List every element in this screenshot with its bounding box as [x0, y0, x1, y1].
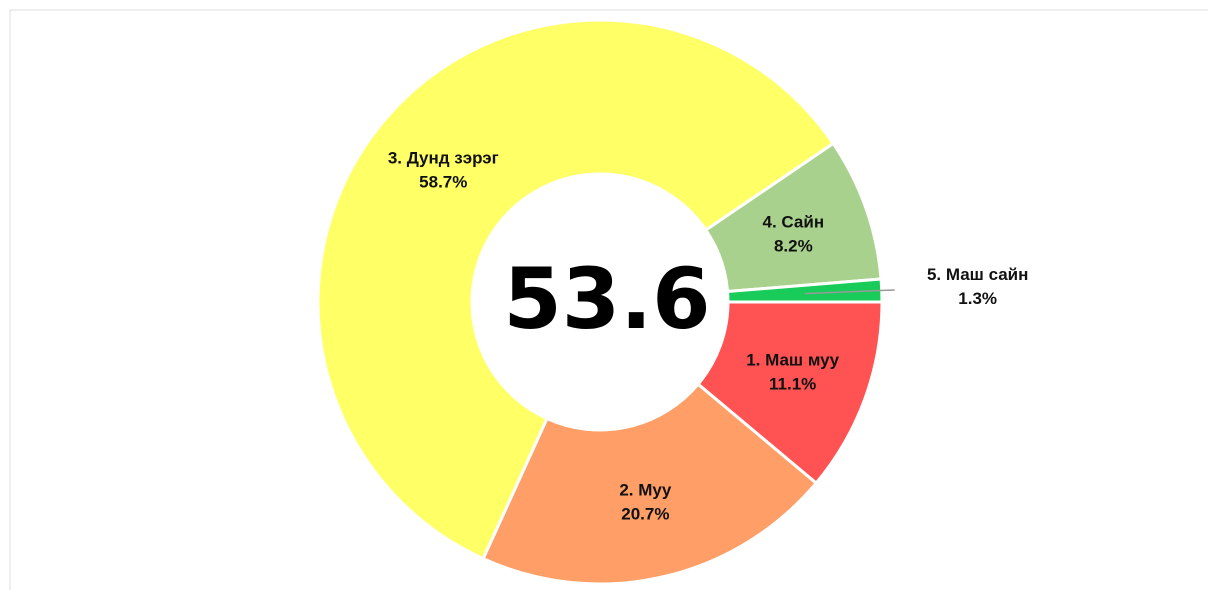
leader-line: [804, 289, 895, 295]
value-label: 11.1%: [769, 375, 816, 394]
frame: [9, 9, 1208, 590]
center-label: 53.6: [503, 250, 710, 348]
donut-hole: [472, 174, 728, 430]
slice-label: 4. Сайн: [763, 212, 825, 231]
value-label: 8.2%: [774, 236, 813, 255]
value-label: 20.7%: [621, 504, 669, 523]
value-label: 1.3%: [958, 289, 997, 308]
slice-label: 5. Маш сайн: [927, 265, 1028, 284]
value-label: 58.7%: [419, 172, 467, 191]
slice-label: 2. Муу: [619, 480, 672, 499]
slice-label: 1. Маш муу: [746, 351, 839, 370]
slice-label: 3. Дунд зэрэг: [388, 148, 499, 167]
